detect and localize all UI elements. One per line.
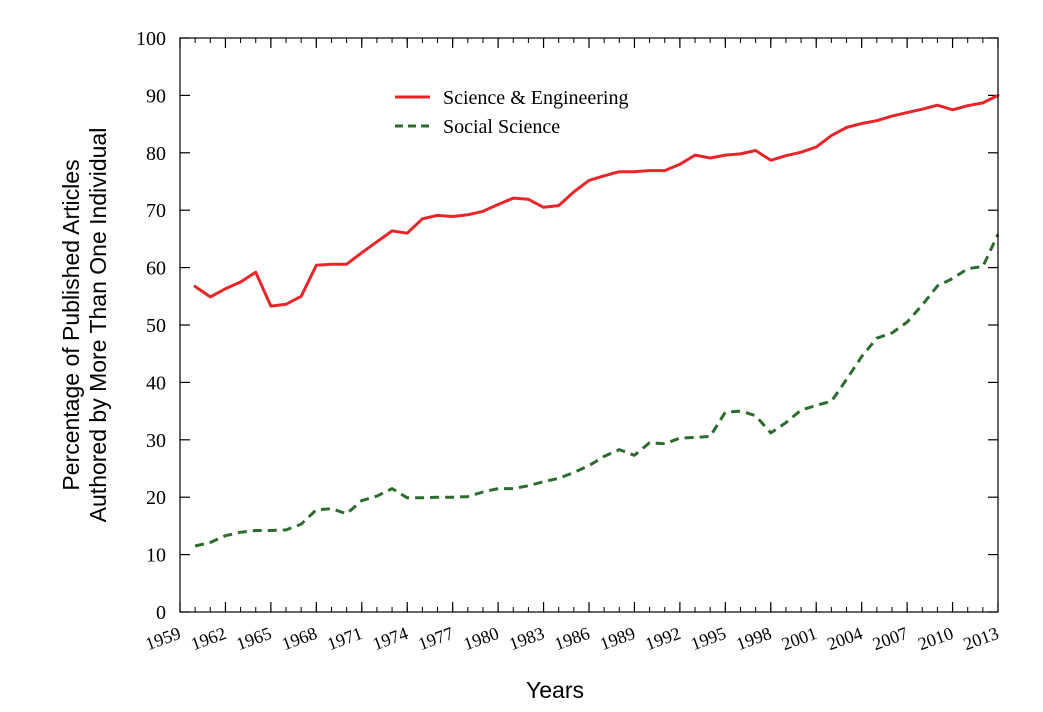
plot-area-frame <box>179 37 999 613</box>
x-axis-label: Years <box>526 677 584 703</box>
y-axis-label-line-1: Percentage of Published Articles <box>58 159 84 490</box>
x-tick-label: 1959 <box>143 623 184 654</box>
y-tick-label: 100 <box>136 28 166 50</box>
x-tick-label: 1998 <box>733 623 774 654</box>
x-tick-label: 1968 <box>279 623 320 654</box>
x-tick-label: 1971 <box>324 623 365 654</box>
x-tick-label: 1965 <box>234 623 275 654</box>
legend-label-science-engineering: Science & Engineering <box>443 87 629 109</box>
x-tick-label: 2013 <box>961 623 1002 654</box>
x-tick-label: 1977 <box>415 623 456 654</box>
x-tick-label: 1995 <box>688 623 729 654</box>
x-tick-label: 1980 <box>461 623 502 654</box>
x-tick-label: 1974 <box>370 623 411 654</box>
x-tick-label: 1986 <box>552 623 593 654</box>
y-axis-ticks: 0 10 20 30 40 50 60 70 80 90 100 <box>136 28 998 624</box>
series-line-social-science <box>194 233 1000 548</box>
y-tick-label: 70 <box>146 200 166 222</box>
legend: Science & Engineering Social Science <box>395 87 629 138</box>
y-axis-label-line-2: Authored by More Than One Individual <box>85 128 111 523</box>
y-tick-label: 0 <box>156 602 166 624</box>
y-tick-label: 90 <box>146 85 166 107</box>
x-tick-label: 2007 <box>870 623 911 654</box>
x-tick-label: 1989 <box>597 623 638 654</box>
y-tick-label: 50 <box>146 315 166 337</box>
x-axis-ticks: 1959 1962 1965 1968 1971 1974 1977 1980 1983 1986… <box>143 38 1002 654</box>
y-tick-label: 30 <box>146 430 166 452</box>
x-tick-label: 1962 <box>188 623 229 654</box>
y-tick-label: 80 <box>146 143 166 165</box>
y-tick-label: 20 <box>146 487 166 509</box>
y-tick-label: 40 <box>146 372 166 394</box>
x-tick-label: 2010 <box>915 623 956 654</box>
x-tick-label: 1983 <box>506 623 547 654</box>
x-tick-label: 2001 <box>779 623 820 654</box>
y-tick-label: 10 <box>146 545 166 567</box>
x-tick-label: 2004 <box>824 623 865 654</box>
series-line-science-engineering <box>193 93 1000 308</box>
y-tick-label: 60 <box>146 258 166 280</box>
x-tick-label: 1992 <box>643 623 684 654</box>
legend-label-social-science: Social Science <box>443 116 560 138</box>
series-layer <box>193 93 1000 548</box>
